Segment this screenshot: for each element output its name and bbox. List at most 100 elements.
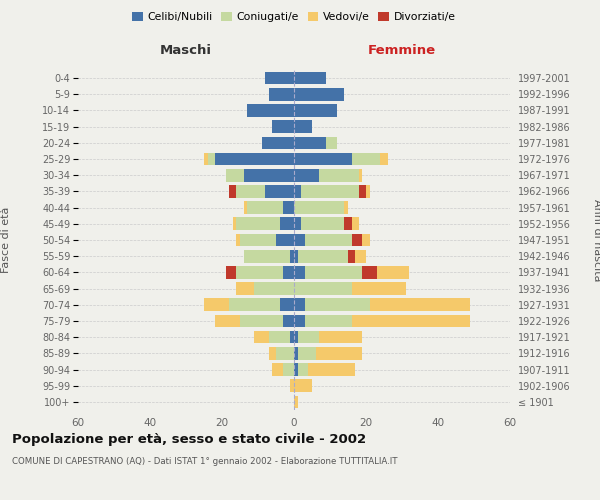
Bar <box>305 314 352 328</box>
Bar <box>283 266 294 278</box>
Bar <box>294 298 305 311</box>
Bar <box>215 152 294 166</box>
Bar <box>352 282 406 295</box>
Bar <box>294 331 298 344</box>
Text: Popolazione per età, sesso e stato civile - 2002: Popolazione per età, sesso e stato civil… <box>12 432 366 446</box>
Bar <box>362 234 370 246</box>
Bar <box>305 298 370 311</box>
Bar <box>290 380 294 392</box>
Bar <box>294 347 298 360</box>
Bar <box>272 120 294 133</box>
Bar <box>215 314 240 328</box>
Bar <box>283 202 294 214</box>
Bar <box>359 185 366 198</box>
Bar <box>344 218 352 230</box>
Bar <box>319 169 359 181</box>
Bar <box>294 218 301 230</box>
Bar <box>280 218 294 230</box>
Bar <box>294 380 312 392</box>
Bar <box>377 266 409 278</box>
Bar <box>236 234 240 246</box>
Bar <box>283 363 294 376</box>
Bar <box>308 363 355 376</box>
Bar <box>236 266 283 278</box>
Bar <box>298 331 319 344</box>
Bar <box>294 136 326 149</box>
Bar <box>294 266 305 278</box>
Bar <box>280 298 294 311</box>
Bar <box>226 266 236 278</box>
Bar <box>265 72 294 85</box>
Bar <box>294 88 344 101</box>
Bar <box>294 396 298 408</box>
Bar <box>298 363 308 376</box>
Bar <box>316 347 362 360</box>
Bar <box>236 185 265 198</box>
Bar <box>254 331 269 344</box>
Bar <box>294 120 312 133</box>
Text: Maschi: Maschi <box>160 44 212 58</box>
Bar <box>294 234 305 246</box>
Bar <box>301 185 359 198</box>
Bar <box>370 298 470 311</box>
Bar <box>352 152 380 166</box>
Bar <box>319 331 362 344</box>
Bar <box>294 363 298 376</box>
Bar <box>272 363 283 376</box>
Bar <box>290 331 294 344</box>
Bar <box>362 266 377 278</box>
Bar <box>247 104 294 117</box>
Bar <box>269 347 276 360</box>
Bar <box>226 169 244 181</box>
Bar <box>380 152 388 166</box>
Legend: Celibi/Nubili, Coniugati/e, Vedovi/e, Divorziati/e: Celibi/Nubili, Coniugati/e, Vedovi/e, Di… <box>128 8 460 27</box>
Bar <box>294 152 352 166</box>
Bar <box>298 347 316 360</box>
Bar <box>204 298 229 311</box>
Bar <box>208 152 215 166</box>
Bar <box>290 250 294 262</box>
Bar <box>294 250 298 262</box>
Bar <box>244 202 247 214</box>
Text: Femmine: Femmine <box>368 44 436 58</box>
Bar <box>359 169 362 181</box>
Bar <box>301 218 344 230</box>
Bar <box>352 314 470 328</box>
Bar <box>305 234 352 246</box>
Bar <box>294 104 337 117</box>
Bar <box>240 314 283 328</box>
Bar <box>269 331 290 344</box>
Bar <box>352 234 362 246</box>
Bar <box>298 250 348 262</box>
Bar <box>344 202 348 214</box>
Bar <box>233 218 236 230</box>
Bar <box>244 169 294 181</box>
Bar <box>348 250 355 262</box>
Text: Fasce di età: Fasce di età <box>1 207 11 273</box>
Bar <box>294 185 301 198</box>
Text: Anni di nascita: Anni di nascita <box>592 198 600 281</box>
Bar <box>326 136 337 149</box>
Bar <box>265 185 294 198</box>
Bar <box>247 202 283 214</box>
Bar <box>355 250 366 262</box>
Text: COMUNE DI CAPESTRANO (AQ) - Dati ISTAT 1° gennaio 2002 - Elaborazione TUTTITALIA: COMUNE DI CAPESTRANO (AQ) - Dati ISTAT 1… <box>12 458 398 466</box>
Bar <box>240 234 276 246</box>
Bar <box>352 218 359 230</box>
Bar <box>294 282 352 295</box>
Bar <box>366 185 370 198</box>
Bar <box>229 185 236 198</box>
Bar <box>269 88 294 101</box>
Bar <box>254 282 294 295</box>
Bar <box>294 72 326 85</box>
Bar <box>204 152 208 166</box>
Bar <box>276 347 294 360</box>
Bar <box>244 250 290 262</box>
Bar <box>294 314 305 328</box>
Bar <box>305 266 362 278</box>
Bar <box>262 136 294 149</box>
Bar <box>236 282 254 295</box>
Bar <box>283 314 294 328</box>
Bar <box>229 298 280 311</box>
Bar <box>294 202 344 214</box>
